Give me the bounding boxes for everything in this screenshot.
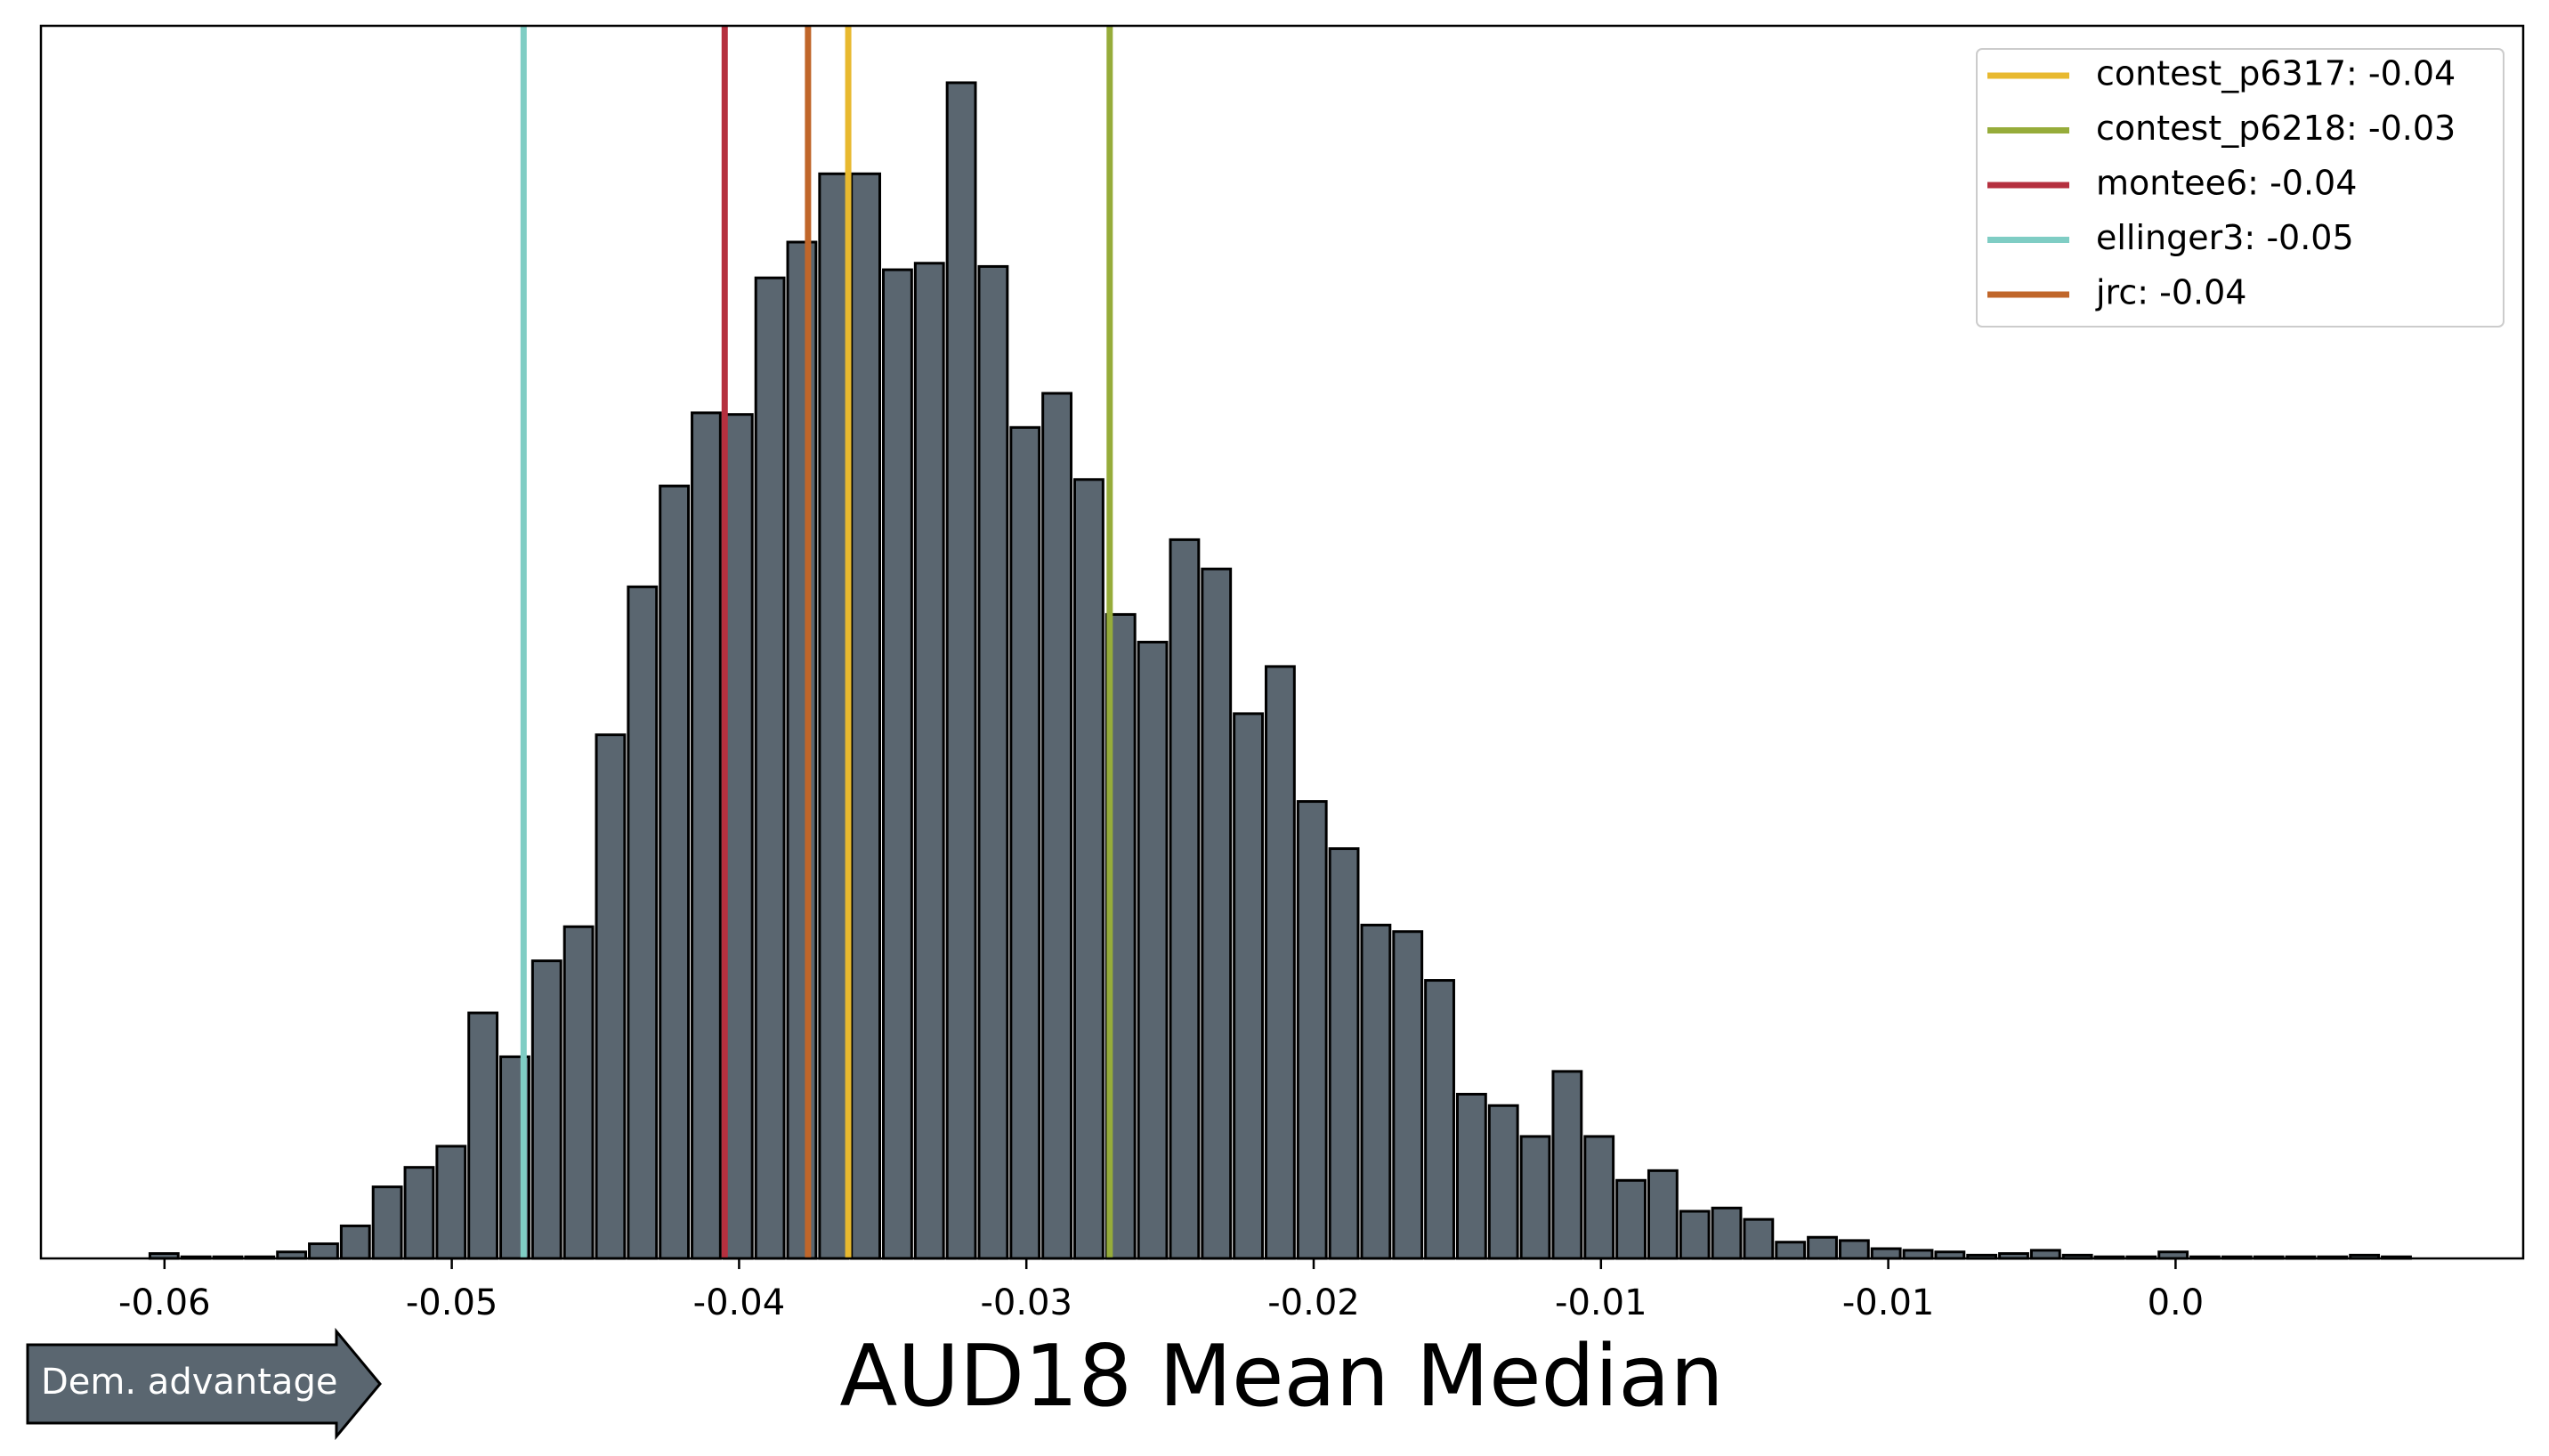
- bar: [1073, 478, 1105, 1260]
- bar: [1838, 1239, 1870, 1260]
- x-tick-label: -0.01: [1842, 1282, 1935, 1323]
- legend-box: [1976, 48, 2504, 328]
- legend-label: ellinger3: -0.05: [2096, 218, 2354, 257]
- bar: [786, 240, 818, 1260]
- bar: [530, 959, 562, 1260]
- x-axis-label: AUD18 Mean Median: [839, 1328, 1723, 1426]
- bar: [1360, 923, 1392, 1260]
- bar: [850, 172, 882, 1260]
- bar: [754, 276, 786, 1260]
- bar: [945, 81, 977, 1260]
- legend-label: contest_p6317: -0.04: [2096, 54, 2456, 93]
- x-tick-label: -0.04: [693, 1282, 786, 1323]
- annotation: Dem. advantage: [41, 1362, 337, 1403]
- bar: [659, 484, 691, 1260]
- bar: [371, 1185, 403, 1260]
- legend-label: contest_p6218: -0.03: [2096, 109, 2456, 148]
- bar: [691, 411, 722, 1260]
- bar: [1775, 1241, 1807, 1260]
- bar: [818, 172, 850, 1260]
- legend-label: jrc: -0.04: [2095, 273, 2246, 312]
- bar: [562, 925, 595, 1260]
- bar: [1392, 930, 1424, 1260]
- bar: [467, 1011, 499, 1260]
- bar: [1233, 712, 1264, 1260]
- bar: [1870, 1247, 1902, 1260]
- bar: [1424, 979, 1455, 1260]
- bar: [1519, 1135, 1551, 1260]
- x-tick-label: -0.02: [1267, 1282, 1360, 1323]
- bar: [1455, 1092, 1487, 1260]
- bar: [1328, 847, 1360, 1260]
- bar: [1041, 392, 1073, 1260]
- x-tick-label: -0.03: [980, 1282, 1072, 1323]
- x-tick-label: -0.01: [1555, 1282, 1647, 1323]
- bar: [1169, 538, 1201, 1260]
- x-tick-label: 0.0: [2148, 1282, 2205, 1323]
- bar: [913, 262, 945, 1260]
- bar: [403, 1166, 435, 1260]
- bar: [1137, 641, 1169, 1260]
- bar: [1743, 1217, 1775, 1260]
- bar: [1902, 1249, 1934, 1260]
- plot-frame: [39, 24, 2525, 1260]
- bar: [1647, 1169, 1679, 1260]
- bar: [1264, 665, 1296, 1260]
- bar: [308, 1242, 339, 1260]
- annotation-arrow: [26, 1327, 382, 1441]
- bar: [2029, 1249, 2061, 1260]
- bar: [1487, 1104, 1519, 1260]
- x-tick-label: -0.06: [118, 1282, 211, 1323]
- bar: [339, 1224, 371, 1260]
- bar: [595, 733, 627, 1260]
- bar: [1201, 567, 1233, 1260]
- bar: [1711, 1206, 1743, 1260]
- bar: [627, 585, 659, 1260]
- bar: [1551, 1070, 1583, 1260]
- bar: [1807, 1235, 1838, 1260]
- bar: [1615, 1178, 1647, 1260]
- bar: [1009, 425, 1041, 1260]
- bar: [435, 1145, 467, 1260]
- x-tick-label: -0.05: [406, 1282, 498, 1323]
- bar: [882, 268, 913, 1260]
- bar: [977, 264, 1009, 1260]
- legend-label: montee6: -0.04: [2096, 164, 2357, 203]
- bar: [722, 413, 754, 1260]
- bar: [1296, 800, 1328, 1260]
- bar: [1679, 1209, 1711, 1260]
- bar: [1583, 1135, 1615, 1260]
